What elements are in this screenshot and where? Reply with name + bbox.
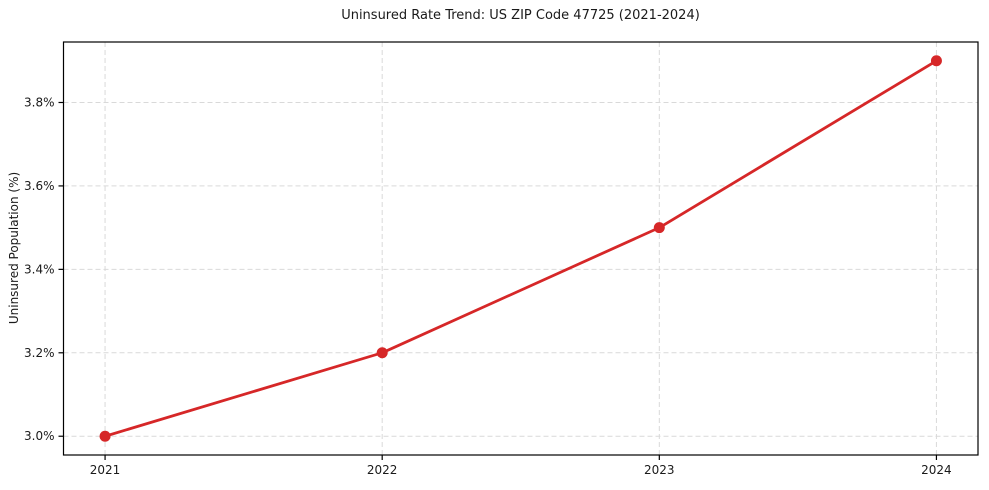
data-point-marker: [653, 222, 665, 234]
data-point-marker: [376, 347, 388, 359]
x-tick-label: 2024: [921, 463, 952, 477]
y-tick-label: 3.0%: [24, 429, 55, 443]
trend-line: [103, 59, 938, 438]
chart-title: Uninsured Rate Trend: US ZIP Code 47725 …: [341, 8, 700, 23]
x-tick-label: 2023: [644, 463, 675, 477]
plot-border: [62, 41, 979, 456]
data-point-marker: [99, 430, 111, 442]
data-point-marker: [930, 55, 942, 67]
x-tick-label: 2022: [367, 463, 398, 477]
y-tick-label: 3.2%: [24, 346, 55, 360]
y-tick-label: 3.8%: [24, 95, 55, 109]
x-tick-label: 2021: [90, 463, 121, 477]
y-tick-label: 3.4%: [24, 262, 55, 276]
y-tick-label: 3.6%: [24, 179, 55, 193]
